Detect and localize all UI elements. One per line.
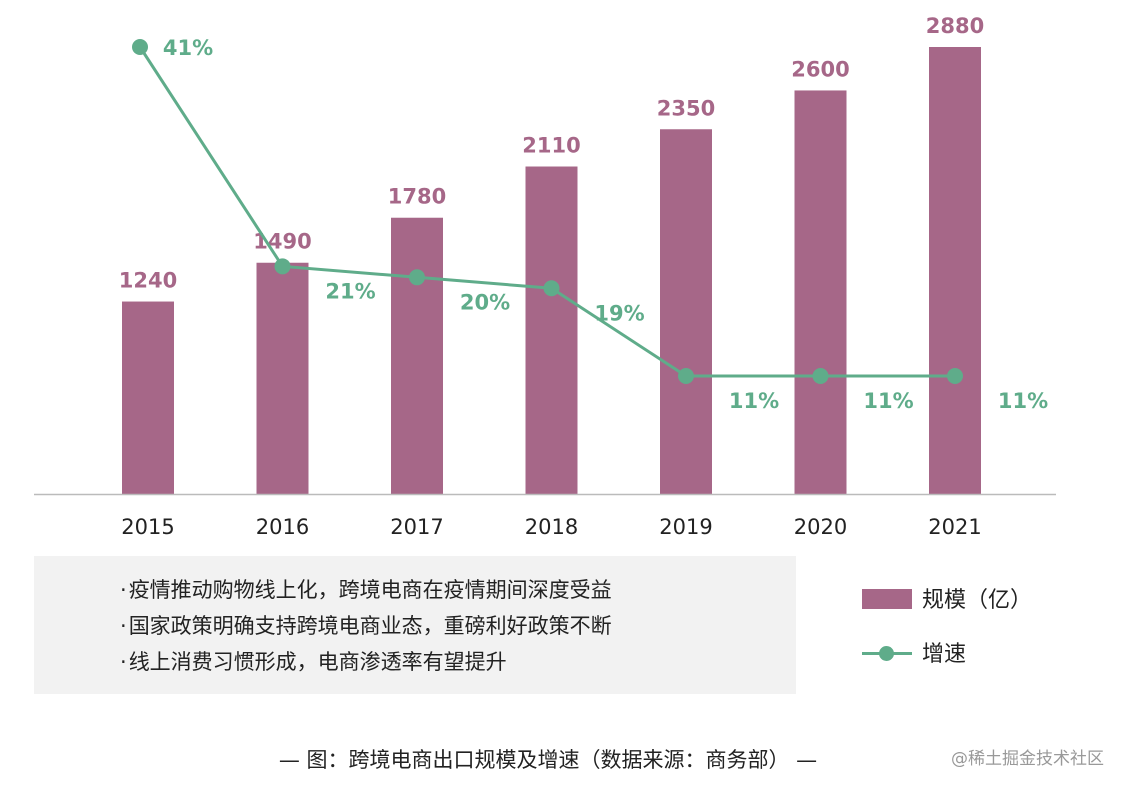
bar-label-2019: 2350	[657, 96, 715, 120]
note-item: 国家政策明确支持跨境电商业态，重磅利好政策不断	[120, 608, 796, 644]
x-tick-2020: 2020	[794, 515, 847, 539]
bar-label-2021: 2880	[926, 14, 984, 38]
rate-label-2021: 11%	[998, 389, 1048, 413]
growth-rate-labels: 41% 21% 20% 19% 11% 11% 11%	[163, 36, 1048, 413]
bar-label-2018: 2110	[522, 134, 580, 158]
bar-label-2017: 1780	[388, 185, 446, 209]
note-item: 疫情推动购物线上化，跨境电商在疫情期间深度受益	[120, 572, 796, 608]
bar-label-2020: 2600	[791, 57, 849, 81]
bar-2019	[660, 129, 712, 494]
x-tick-2018: 2018	[525, 515, 578, 539]
bar-2021	[929, 47, 981, 494]
legend-rate-label: 增速	[922, 642, 967, 667]
notes-list: 疫情推动购物线上化，跨境电商在疫情期间深度受益 国家政策明确支持跨境电商业态，重…	[34, 556, 796, 680]
rate-point-2020	[812, 368, 829, 384]
note-item: 线上消费习惯形成，电商渗透率有望提升	[120, 644, 796, 680]
rate-label-2020: 11%	[863, 389, 913, 413]
legend-dot-swatch	[879, 646, 894, 661]
rate-point-2017	[409, 269, 425, 286]
bar-2016	[256, 262, 309, 494]
rate-point-2015	[132, 39, 148, 55]
chart-caption: — 图：跨境电商出口规模及增速（数据来源：商务部） —	[278, 748, 818, 772]
growth-rate-points	[132, 39, 963, 384]
x-tick-2015: 2015	[121, 515, 174, 539]
notes-box: 疫情推动购物线上化，跨境电商在疫情期间深度受益 国家政策明确支持跨境电商业态，重…	[34, 556, 796, 694]
rate-point-2019	[678, 368, 694, 384]
x-tick-2021: 2021	[928, 515, 981, 539]
chart: 2015 2016 2017 2018 2019 2020 2021 12401490178…	[34, 14, 1056, 539]
bar-2020	[794, 90, 847, 494]
rate-label-2018: 19%	[594, 301, 644, 325]
legend-bar-swatch	[862, 589, 912, 609]
rate-point-2016	[274, 258, 291, 275]
bar-2017	[391, 217, 443, 494]
rate-label-2015: 41%	[163, 36, 213, 60]
rate-point-2018	[543, 280, 560, 297]
x-tick-labels: 2015 2016 2017 2018 2019 2020 2021	[121, 515, 981, 539]
x-tick-2017: 2017	[390, 515, 443, 539]
bar-series	[122, 47, 981, 494]
rate-label-2016: 21%	[325, 279, 375, 303]
bar-label-2015: 1240	[119, 269, 177, 293]
rate-label-2017: 20%	[460, 290, 510, 314]
bar-2018	[525, 166, 578, 494]
x-tick-2016: 2016	[256, 515, 309, 539]
x-tick-2019: 2019	[659, 515, 712, 539]
bar-2015	[122, 301, 174, 494]
watermark: @稀土掘金技术社区	[951, 749, 1104, 769]
rate-point-2021	[947, 368, 963, 384]
rate-label-2019: 11%	[729, 389, 779, 413]
legend-scale-label: 规模（亿）	[922, 588, 1033, 613]
